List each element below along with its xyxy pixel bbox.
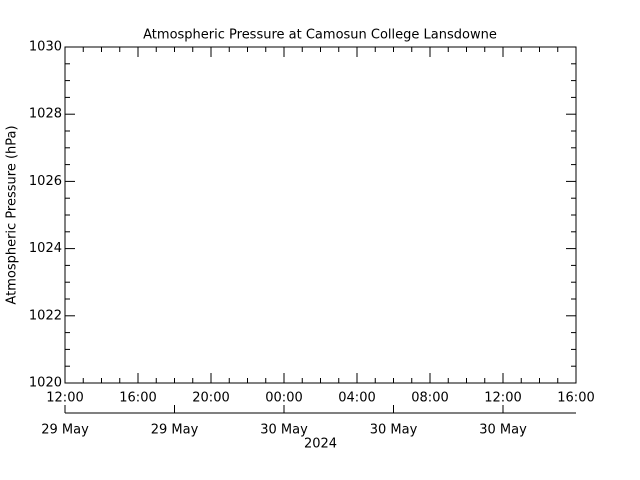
x-tick-label: 08:00	[411, 391, 448, 406]
chart-title: Atmospheric Pressure at Camosun College …	[143, 28, 497, 43]
date-tick-label: 29 May	[41, 423, 89, 438]
x-tick-label: 20:00	[192, 391, 229, 406]
date-tick-label: 30 May	[370, 423, 418, 438]
y-tick-label: 1022	[29, 308, 62, 323]
date-tick-label: 29 May	[151, 423, 199, 438]
y-axis-label: Atmospheric Pressure (hPa)	[5, 125, 20, 304]
date-tick-label: 30 May	[260, 423, 308, 438]
y-tick-label: 1026	[29, 174, 62, 189]
x-tick-label: 00:00	[265, 391, 302, 406]
x-tick-label: 04:00	[338, 391, 375, 406]
y-tick-label: 1024	[29, 241, 62, 256]
x-tick-label: 12:00	[46, 391, 83, 406]
x-tick-label: 12:00	[484, 391, 521, 406]
plot-frame	[64, 46, 577, 384]
y-tick-label: 1028	[29, 107, 62, 122]
y-tick-label: 1020	[29, 376, 62, 391]
date-axis-label: 2024	[304, 437, 337, 452]
date-tick-label: 30 May	[479, 423, 527, 438]
x-tick-label: 16:00	[119, 391, 156, 406]
y-tick-label: 1030	[29, 40, 62, 55]
x-tick-label: 16:00	[557, 391, 594, 406]
